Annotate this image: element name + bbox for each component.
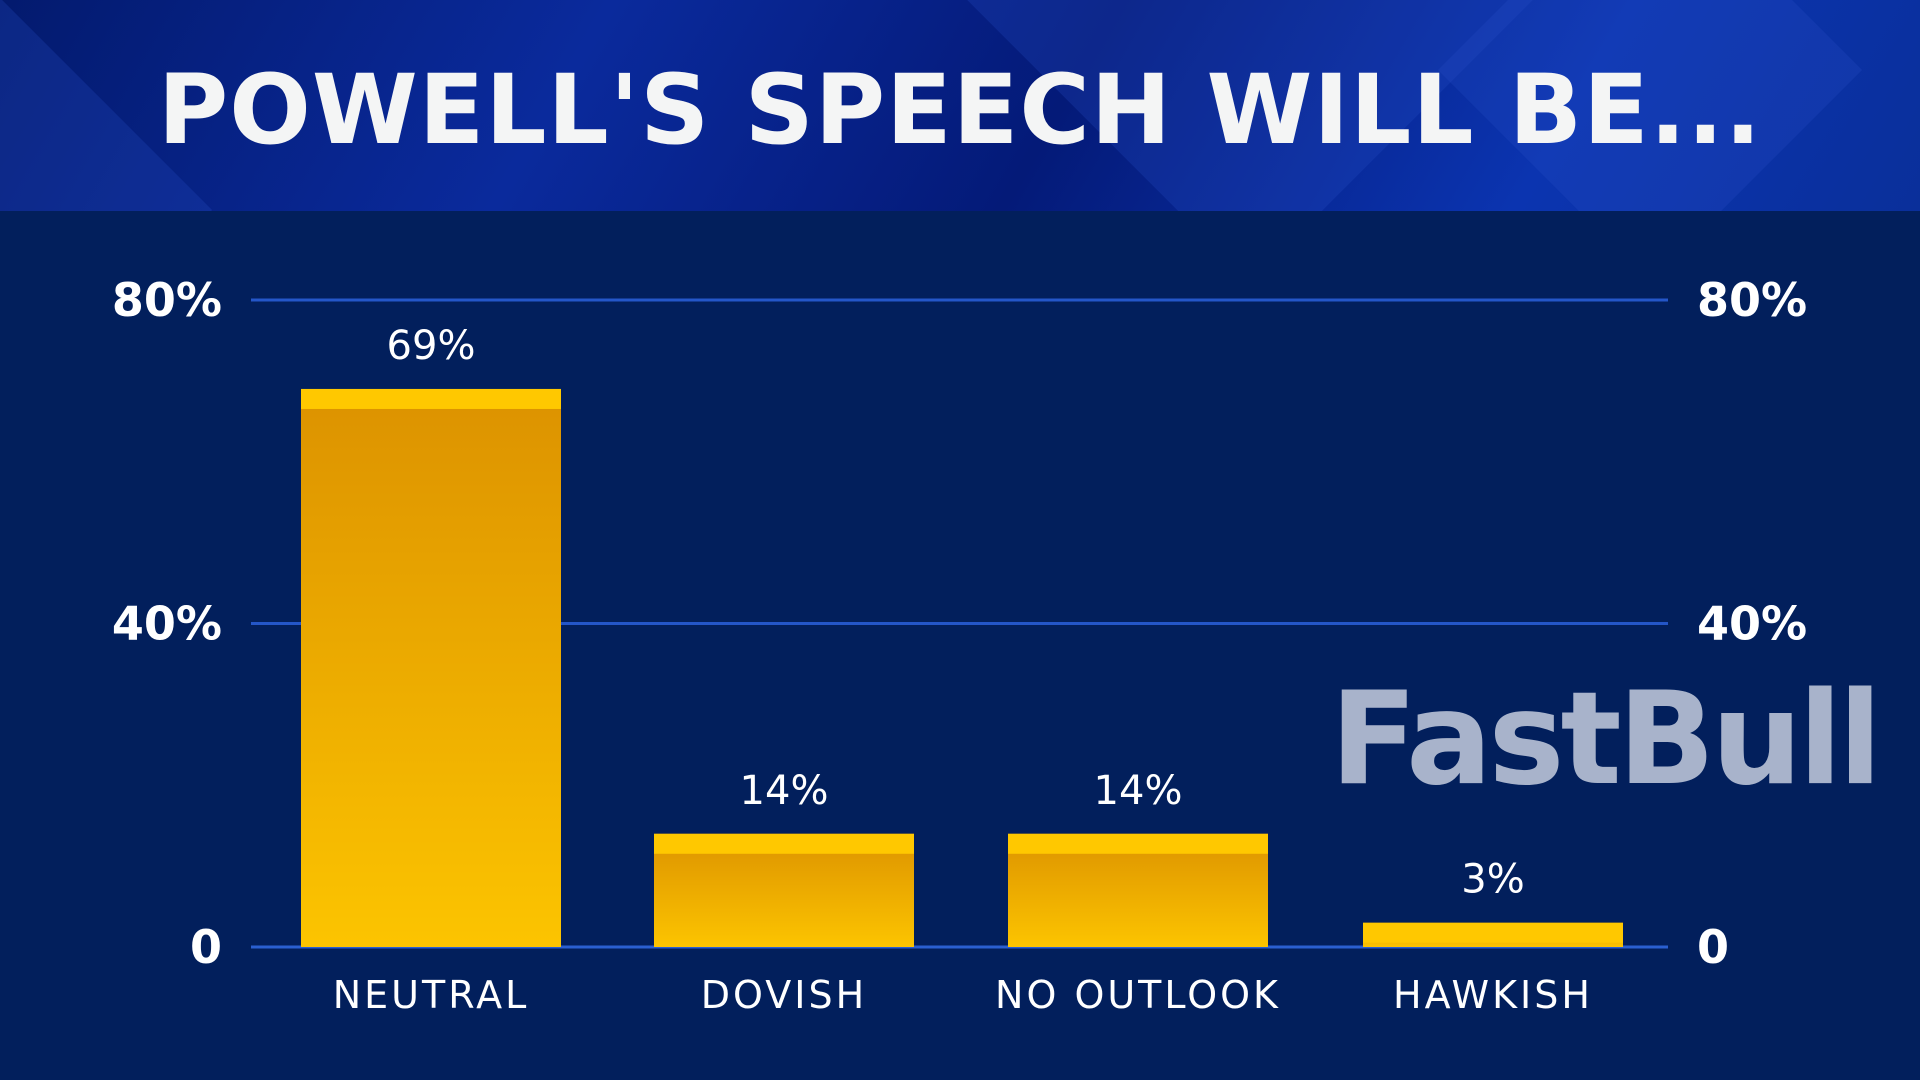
value-label: 14% (740, 768, 829, 814)
bar-top-cap (301, 388, 561, 409)
y-tick-label-left: 0 (190, 920, 222, 974)
y-tick-label-right: 0 (1697, 920, 1729, 974)
value-label: 69% (387, 323, 476, 369)
bar-top-cap (654, 833, 914, 854)
value-label: 14% (1094, 768, 1183, 814)
value-label: 3% (1461, 857, 1524, 903)
page-title: POWELL'S SPEECH WILL BE... (157, 54, 1763, 166)
y-tick-label-left: 40% (112, 597, 222, 651)
fastbull-watermark-logo: FastBull (1330, 665, 1882, 814)
y-tick-label-right: 40% (1697, 597, 1807, 651)
category-label: DOVISH (701, 973, 867, 1017)
category-label: NEUTRAL (333, 973, 530, 1017)
bar-top-cap (1008, 833, 1268, 854)
category-label: HAWKISH (1393, 973, 1593, 1017)
y-tick-label-left: 80% (112, 273, 222, 327)
bar-top-cap (1363, 922, 1623, 943)
bar-neutral (301, 388, 561, 947)
header-banner: POWELL'S SPEECH WILL BE... (0, 0, 1920, 211)
y-tick-label-right: 80% (1697, 273, 1807, 327)
category-label: NO OUTLOOK (995, 973, 1281, 1017)
